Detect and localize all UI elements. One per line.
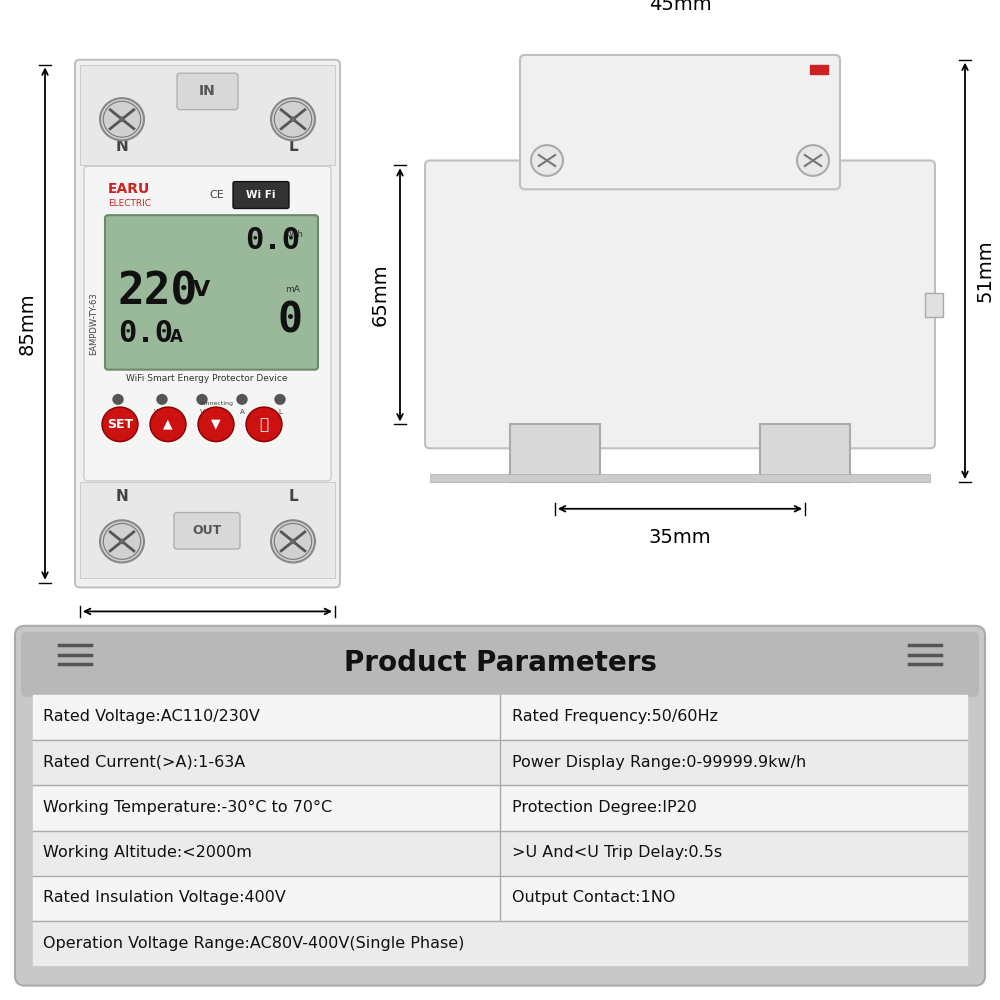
Circle shape — [198, 407, 234, 442]
Text: Wi Fi: Wi Fi — [246, 190, 276, 200]
Text: 51mm: 51mm — [976, 240, 994, 302]
Text: 45mm: 45mm — [649, 0, 711, 14]
Text: 65mm: 65mm — [370, 263, 390, 326]
FancyBboxPatch shape — [75, 60, 340, 587]
Text: mA: mA — [285, 285, 300, 294]
Text: V: V — [200, 409, 204, 415]
Text: SET: SET — [107, 418, 133, 431]
Text: IN: IN — [199, 84, 215, 98]
Circle shape — [100, 520, 144, 562]
Bar — [925, 293, 943, 317]
Bar — [33, 831, 967, 875]
Text: connecting: connecting — [198, 401, 234, 406]
Bar — [80, 482, 335, 578]
Text: 0.0: 0.0 — [118, 319, 173, 348]
FancyBboxPatch shape — [425, 160, 935, 448]
Circle shape — [531, 145, 563, 176]
Circle shape — [271, 520, 315, 562]
Circle shape — [150, 407, 186, 442]
Circle shape — [291, 539, 295, 543]
FancyBboxPatch shape — [520, 55, 840, 189]
FancyBboxPatch shape — [15, 626, 985, 986]
FancyBboxPatch shape — [174, 513, 240, 549]
Text: A: A — [170, 328, 183, 346]
Bar — [430, 474, 930, 482]
Bar — [88, 178, 327, 214]
Text: Protection Degree:IP20: Protection Degree:IP20 — [512, 800, 697, 815]
Circle shape — [197, 395, 207, 404]
Text: CE: CE — [210, 190, 224, 200]
Text: N: N — [116, 489, 128, 504]
Bar — [33, 876, 967, 920]
Circle shape — [275, 395, 285, 404]
Text: Working Altitude:<2000m: Working Altitude:<2000m — [43, 845, 252, 860]
Text: L: L — [278, 409, 282, 415]
Text: L: L — [288, 139, 298, 154]
Text: Power Display Range:0-99999.9kw/h: Power Display Range:0-99999.9kw/h — [512, 755, 806, 770]
Text: Pulse: Pulse — [109, 409, 127, 415]
Text: Working Temperature:-30°C to 70°C: Working Temperature:-30°C to 70°C — [43, 800, 332, 815]
Circle shape — [246, 407, 282, 442]
Circle shape — [237, 395, 247, 404]
Circle shape — [271, 98, 315, 140]
Text: ⏻: ⏻ — [259, 417, 269, 432]
Circle shape — [120, 539, 124, 543]
Circle shape — [291, 117, 295, 121]
Circle shape — [157, 395, 167, 404]
FancyBboxPatch shape — [510, 424, 600, 482]
Text: 0: 0 — [278, 300, 303, 342]
Text: A: A — [240, 409, 244, 415]
Circle shape — [113, 395, 123, 404]
Text: OUT: OUT — [192, 524, 222, 537]
Circle shape — [120, 117, 124, 121]
Bar — [33, 695, 967, 739]
Text: ELECTRIC: ELECTRIC — [108, 199, 151, 208]
FancyBboxPatch shape — [105, 215, 318, 370]
Text: Output Contact:1NO: Output Contact:1NO — [512, 890, 675, 905]
FancyBboxPatch shape — [760, 424, 850, 482]
Text: L: L — [288, 489, 298, 504]
FancyBboxPatch shape — [177, 73, 238, 110]
Text: Rated Insulation Voltage:400V: Rated Insulation Voltage:400V — [43, 890, 286, 905]
Bar — [33, 740, 967, 784]
Text: >U And<U Trip Delay:0.5s: >U And<U Trip Delay:0.5s — [512, 845, 722, 860]
Text: Rated Current(>A):1-63A: Rated Current(>A):1-63A — [43, 755, 245, 770]
Bar — [33, 921, 967, 965]
Text: WiFi Smart Energy Protector Device: WiFi Smart Energy Protector Device — [126, 374, 288, 383]
FancyBboxPatch shape — [233, 182, 289, 208]
Text: Wi-Fi: Wi-Fi — [154, 409, 170, 415]
Text: 35mm: 35mm — [649, 528, 711, 547]
Circle shape — [797, 145, 829, 176]
Text: KWh: KWh — [284, 230, 303, 239]
Text: Rated Frequency:50/60Hz: Rated Frequency:50/60Hz — [512, 709, 718, 724]
Bar — [810, 65, 828, 74]
FancyBboxPatch shape — [21, 632, 979, 697]
Text: V: V — [193, 280, 210, 300]
Text: 220: 220 — [118, 271, 198, 314]
Text: ▲: ▲ — [163, 418, 173, 431]
Text: Rated Voltage:AC110/230V: Rated Voltage:AC110/230V — [43, 709, 260, 724]
Text: Operation Voltage Range:AC80V-400V(Single Phase): Operation Voltage Range:AC80V-400V(Singl… — [43, 936, 464, 951]
Text: EAMPDW-TY-63: EAMPDW-TY-63 — [90, 292, 98, 355]
Text: 0.0: 0.0 — [245, 226, 300, 255]
Text: N: N — [116, 139, 128, 154]
Text: EARU: EARU — [108, 182, 150, 196]
Circle shape — [102, 407, 138, 442]
Circle shape — [100, 98, 144, 140]
FancyBboxPatch shape — [84, 166, 331, 481]
Bar — [80, 65, 335, 165]
Text: 85mm: 85mm — [18, 292, 36, 355]
Text: ▼: ▼ — [211, 418, 221, 431]
Text: Product Parameters: Product Parameters — [344, 649, 656, 677]
Bar — [33, 785, 967, 830]
Text: 36mm: 36mm — [176, 631, 238, 650]
